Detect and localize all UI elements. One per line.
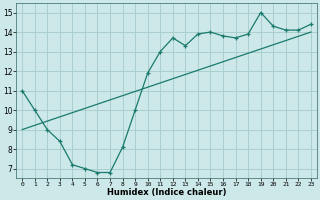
X-axis label: Humidex (Indice chaleur): Humidex (Indice chaleur) (107, 188, 226, 197)
